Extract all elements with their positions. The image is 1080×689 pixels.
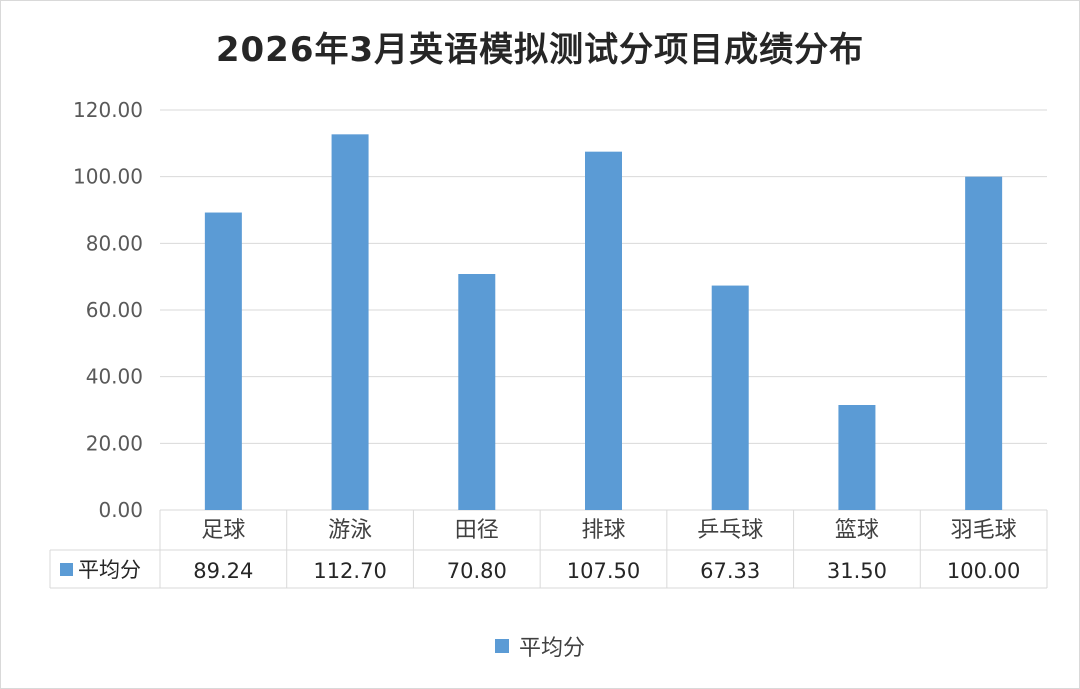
category-label: 游泳 (328, 518, 372, 543)
y-tick-label: 120.00 (73, 98, 143, 122)
data-table: 足球 89.24 游泳 112.70 田径 70.80 排球 107.50 乒乓球 67.33 篮球… (49, 510, 1048, 589)
y-tick-label: 20.00 (86, 431, 143, 455)
y-tick-label: 80.00 (86, 231, 143, 255)
category-label: 排球 (581, 518, 625, 543)
bar (711, 285, 749, 510)
legend-swatch (494, 639, 509, 653)
value-label: 67.33 (700, 559, 760, 583)
value-label: 89.24 (193, 559, 253, 583)
category-label: 羽毛球 (951, 518, 1017, 543)
value-label: 70.80 (447, 559, 507, 583)
value-label: 100.00 (947, 559, 1020, 583)
chart-title: 2026年3月英语模拟测试分项目成绩分布 (215, 30, 865, 70)
y-tick-label: 0.00 (98, 498, 143, 522)
y-tick-label: 100.00 (73, 165, 143, 189)
value-label: 31.50 (827, 559, 887, 583)
y-tick-label: 60.00 (86, 298, 143, 322)
table-series-label: 平均分 (78, 558, 141, 582)
category-label: 乒乓球 (697, 518, 763, 543)
y-axis-ticks: 0.00 20.00 40.00 60.00 80.00 100.00 120.00 (73, 98, 143, 522)
value-label: 107.50 (567, 559, 640, 583)
legend-label: 平均分 (518, 636, 585, 661)
category-label: 足球 (201, 518, 245, 543)
bar (331, 134, 369, 511)
bar (965, 176, 1003, 510)
bars (204, 134, 1003, 511)
legend: 平均分 (0, 630, 1080, 662)
value-label: 112.70 (313, 559, 386, 583)
category-label: 篮球 (835, 518, 879, 543)
bar (204, 212, 242, 511)
bar (838, 405, 876, 510)
table-series-swatch (60, 563, 73, 576)
bar (585, 151, 622, 510)
bar (458, 274, 496, 510)
category-label: 田径 (455, 518, 499, 543)
y-tick-label: 40.00 (86, 365, 143, 389)
